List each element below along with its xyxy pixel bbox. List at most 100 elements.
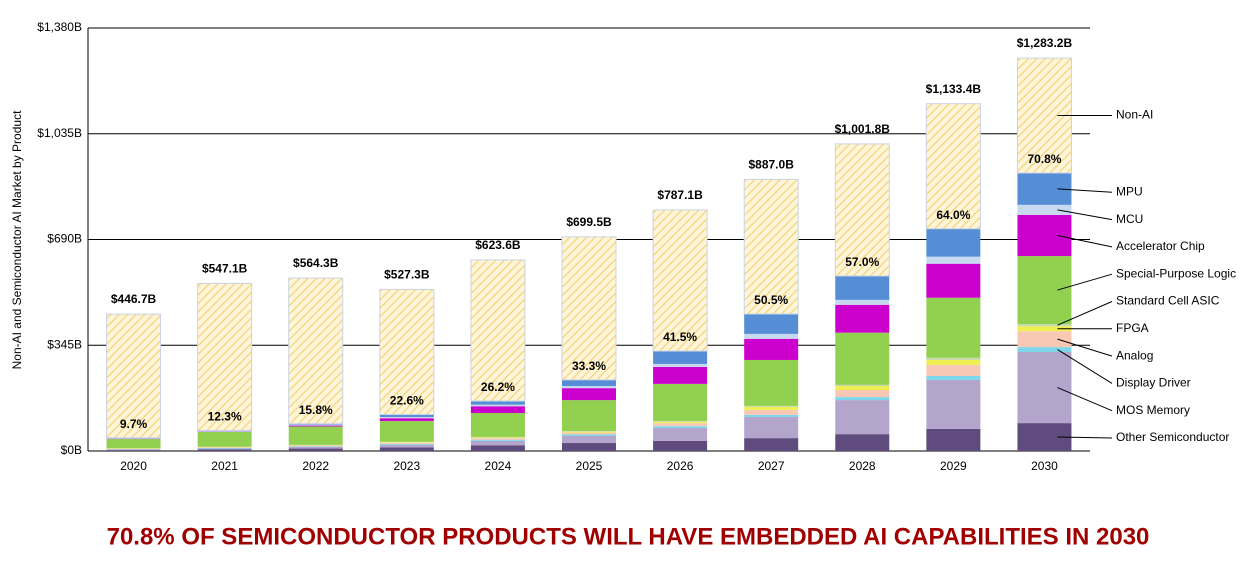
ai-share-label: 22.6% [390,394,424,408]
bar-segment [470,440,525,446]
bar-segment [744,416,799,439]
bar-segment [925,103,981,230]
bar-segment [379,420,434,442]
bar-segment [288,447,343,449]
legend-label: Analog [1116,348,1153,362]
bar-segment [470,436,525,438]
bar-segment [653,421,708,424]
ai-share-label: 50.5% [754,293,788,307]
bar-segment [926,359,981,365]
ai-share-label: 15.8% [299,403,333,417]
bar-segment [562,388,616,401]
bar-segment [288,425,343,427]
bar-segment [926,256,981,264]
bar-segment [744,405,799,407]
total-label: $699.5B [566,215,612,229]
legend-label: Accelerator Chip [1116,239,1205,253]
bar-segment [470,406,525,413]
y-axis-label: Non-AI and Semiconductor AI Market by Pr… [10,110,24,369]
leader-line [1057,387,1113,412]
bar-segment [470,404,525,407]
ai-share-label: 41.5% [663,330,697,344]
bar-segment [197,448,252,450]
bar-segment [197,282,253,431]
x-tick-label: 2020 [120,459,147,473]
bar-segment [744,438,799,451]
ai-share-label: 9.7% [120,417,148,431]
total-label: $1,283.2B [1017,36,1073,50]
bar-segment [652,209,708,352]
bar-segment [562,400,616,432]
bar-segment [197,447,252,449]
total-label: $887.0B [748,157,794,171]
bar-segment [562,443,616,451]
bar-segment [744,409,799,415]
bar-segment [470,439,525,441]
bar-segment [1017,347,1072,352]
x-tick-label: 2024 [485,459,512,473]
x-tick-label: 2021 [211,459,238,473]
total-label: $1,133.4B [926,82,982,96]
bar-segment [106,450,161,451]
bar-segment [653,426,708,429]
bar-segment [653,428,708,441]
bar-segment [835,397,890,401]
headline: 70.8% OF SEMICONDUCTOR PRODUCTS WILL HAV… [107,523,1150,550]
bar-segment [470,437,525,439]
bar-segment [379,442,434,443]
y-tick-label: $345B [47,337,82,351]
bar-segment [744,414,799,417]
bar-segment [744,338,799,360]
x-tick-label: 2026 [667,459,694,473]
bar-segment [562,379,616,387]
bar-segment [926,375,981,380]
y-tick-label: $690B [47,232,82,246]
bar-segment [926,428,981,451]
bar-segment [835,386,890,391]
bar-segment [1017,326,1072,332]
leader-line [1057,209,1113,221]
total-label: $623.6B [475,238,521,252]
bar-segment [288,448,343,451]
leader-line [1057,188,1113,193]
bar-segment [288,277,344,425]
bar-segment [379,288,435,416]
legend-label: Display Driver [1116,376,1191,390]
bar-segment [379,447,434,451]
bar-segment [835,275,890,300]
bar-segment [197,449,252,451]
bar-segment [197,431,252,432]
y-tick-label: $1,380B [37,20,82,34]
bar-segment [470,438,525,440]
bar-segment [379,444,434,448]
ai-share-label: 26.2% [481,380,515,394]
bar-segment [197,447,252,448]
bar-segment [653,351,708,364]
bar-segment [653,423,708,427]
bar-segment [835,384,890,387]
bar-segment [1017,351,1072,424]
bar-segment [470,412,525,437]
bar-segment [835,434,890,451]
ai-share-label: 12.3% [208,410,242,424]
ai-share-label: 70.8% [1027,152,1061,166]
total-label: $527.3B [384,268,430,282]
x-tick-label: 2023 [393,459,420,473]
bar-segment [835,390,890,398]
bar-segment [561,236,617,381]
leader-line [1057,235,1113,248]
bar-segment [106,439,161,449]
bar-segment [197,431,252,447]
ai-share-label: 33.3% [572,359,606,373]
bar-segment [470,259,526,402]
bar-segment [835,304,890,333]
bar-segment [926,297,981,358]
y-tick-label: $0B [61,443,82,457]
legend-label: MCU [1116,212,1143,226]
bar-segment [1017,256,1072,325]
legend-label: Standard Cell ASIC [1116,294,1220,308]
bar-segment [288,424,343,426]
bar-segment [653,367,708,384]
bar-segment [379,418,434,421]
x-tick-label: 2022 [302,459,329,473]
